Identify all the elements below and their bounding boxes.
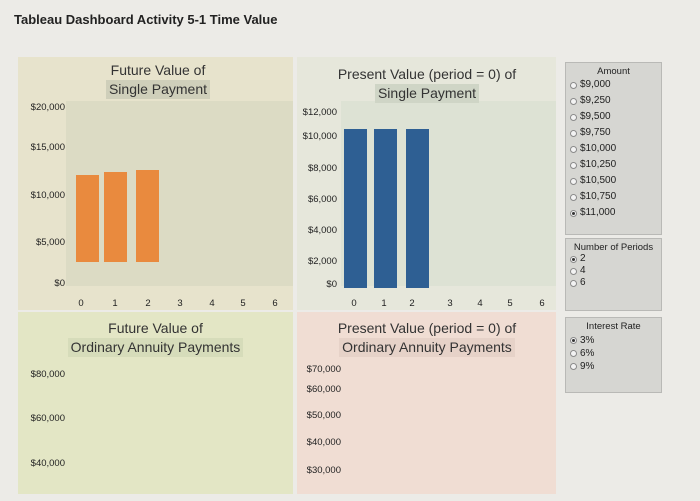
pv-annuity-y-tick: $40,000: [306, 437, 341, 448]
radio-icon: [570, 363, 577, 370]
radio-icon: [570, 193, 577, 201]
fv-single-y-tick: $5,000: [35, 237, 65, 248]
fv-annuity-title-line2: Ordinary Annuity Payments: [67, 338, 244, 357]
fv-single-x-tick: 5: [240, 298, 246, 309]
pv-single-y-tick: $6,000: [307, 194, 337, 205]
radio-icon: [570, 350, 577, 357]
fv-single-x-tick: 1: [112, 298, 118, 309]
amount-option[interactable]: $10,250: [569, 157, 661, 173]
fv-annuity-y-tick: $80,000: [30, 369, 65, 380]
pv-annuity-y-tick: $30,000: [306, 465, 341, 476]
radio-icon: [570, 161, 577, 169]
pv-single-title: Present Value (period = 0) of Single Pay…: [322, 65, 532, 103]
pv-single-x-tick: 4: [477, 298, 483, 309]
periods-filter: Number of Periods 2 4 6: [565, 238, 662, 311]
amount-option[interactable]: $10,500: [569, 173, 661, 189]
radio-icon: [570, 267, 577, 275]
pv-single-x-tick: 3: [447, 298, 453, 309]
pv-single-bar-2[interactable]: [406, 128, 429, 288]
pv-annuity-y-tick: $70,000: [306, 364, 341, 375]
radio-icon: [570, 97, 577, 105]
fv-single-x-tick: 6: [272, 298, 278, 309]
fv-single-plot-area: [66, 101, 293, 286]
pv-single-y-tick: $10,000: [302, 131, 337, 142]
rate-option[interactable]: 6%: [569, 347, 661, 360]
fv-single-x-tick: 2: [145, 298, 151, 309]
periods-options: 2 4 6: [569, 253, 661, 289]
fv-single-y-tick: $0: [54, 278, 65, 289]
pv-single-y-tick: $8,000: [307, 163, 337, 174]
fv-single-title: Future Value of Single Payment: [98, 61, 218, 99]
fv-single-y-tick: $15,000: [30, 142, 65, 153]
radio-icon: [570, 255, 577, 263]
pv-single-y-tick: $0: [326, 279, 337, 290]
pv-single-panel: Present Value (period = 0) of Single Pay…: [297, 57, 556, 310]
fv-single-bar-1[interactable]: [104, 172, 127, 262]
pv-single-title-line2: Single Payment: [374, 84, 480, 103]
amount-option[interactable]: $9,000: [569, 77, 661, 93]
amount-filter-title: Amount: [597, 66, 630, 77]
radio-icon: [570, 129, 577, 137]
pv-single-x-tick: 1: [381, 298, 387, 309]
fv-annuity-panel: Future Value of Ordinary Annuity Payment…: [18, 312, 293, 494]
fv-single-bar-0[interactable]: [76, 175, 99, 262]
fv-single-title-line1: Future Value of: [110, 62, 206, 78]
fv-single-bar-2[interactable]: [136, 169, 159, 262]
fv-annuity-y-tick: $40,000: [30, 458, 65, 469]
pv-annuity-y-tick: $50,000: [306, 410, 341, 421]
periods-option[interactable]: 2: [569, 253, 661, 265]
periods-option[interactable]: 6: [569, 277, 661, 289]
radio-icon: [570, 81, 577, 89]
amount-option[interactable]: $10,750: [569, 189, 661, 205]
fv-annuity-title-line1: Future Value of: [108, 320, 203, 336]
pv-single-x-tick: 0: [351, 298, 357, 309]
pv-single-bar-1[interactable]: [374, 128, 397, 288]
pv-annuity-title-line2: Ordinary Annuity Payments: [339, 338, 515, 357]
radio-icon: [570, 279, 577, 287]
pv-annuity-y-tick: $60,000: [306, 384, 341, 395]
pv-single-x-tick: 2: [409, 298, 415, 309]
rate-option[interactable]: 3%: [569, 334, 661, 347]
periods-filter-title: Number of Periods: [573, 242, 654, 253]
rate-options: 3% 6% 9%: [569, 334, 661, 373]
amount-option[interactable]: $9,250: [569, 93, 661, 109]
fv-single-y-tick: $20,000: [30, 102, 65, 113]
fv-annuity-title: Future Value of Ordinary Annuity Payment…: [48, 319, 263, 357]
pv-single-x-tick: 5: [507, 298, 513, 309]
fv-single-x-tick: 4: [209, 298, 215, 309]
amount-option[interactable]: $10,000: [569, 141, 661, 157]
pv-annuity-title: Present Value (period = 0) of Ordinary A…: [317, 319, 537, 357]
amount-filter: Amount $9,000 $9,250 $9,500 $9,750 $10,0…: [565, 62, 662, 235]
amount-option[interactable]: $11,000: [569, 205, 661, 221]
fv-single-title-line2: Single Payment: [105, 80, 211, 99]
amount-option[interactable]: $9,750: [569, 125, 661, 141]
pv-single-bar-0[interactable]: [344, 128, 367, 288]
pv-single-x-tick: 6: [539, 298, 545, 309]
fv-annuity-y-tick: $60,000: [30, 413, 65, 424]
rate-filter-title: Interest Rate: [586, 321, 641, 332]
radio-icon: [570, 177, 577, 185]
pv-single-title-line1: Present Value (period = 0) of: [337, 66, 517, 82]
radio-icon: [570, 113, 577, 121]
dashboard-title: Tableau Dashboard Activity 5-1 Time Valu…: [14, 12, 278, 27]
periods-option[interactable]: 4: [569, 265, 661, 277]
radio-icon: [570, 337, 577, 344]
fv-single-x-tick: 3: [177, 298, 183, 309]
rate-filter: Interest Rate 3% 6% 9%: [565, 317, 662, 393]
fv-single-x-tick: 0: [78, 298, 84, 309]
radio-icon: [570, 145, 577, 153]
fv-single-y-tick: $10,000: [30, 190, 65, 201]
rate-option[interactable]: 9%: [569, 360, 661, 373]
pv-single-y-tick: $4,000: [307, 225, 337, 236]
fv-single-panel: Future Value of Single Payment $20,000 $…: [18, 57, 293, 310]
pv-annuity-panel: Present Value (period = 0) of Ordinary A…: [297, 312, 556, 494]
amount-option[interactable]: $9,500: [569, 109, 661, 125]
pv-single-y-tick: $12,000: [302, 107, 337, 118]
pv-single-y-tick: $2,000: [307, 256, 337, 267]
radio-icon: [570, 209, 577, 217]
pv-annuity-title-line1: Present Value (period = 0) of: [337, 320, 517, 336]
amount-options: $9,000 $9,250 $9,500 $9,750 $10,000 $10,…: [569, 77, 661, 221]
